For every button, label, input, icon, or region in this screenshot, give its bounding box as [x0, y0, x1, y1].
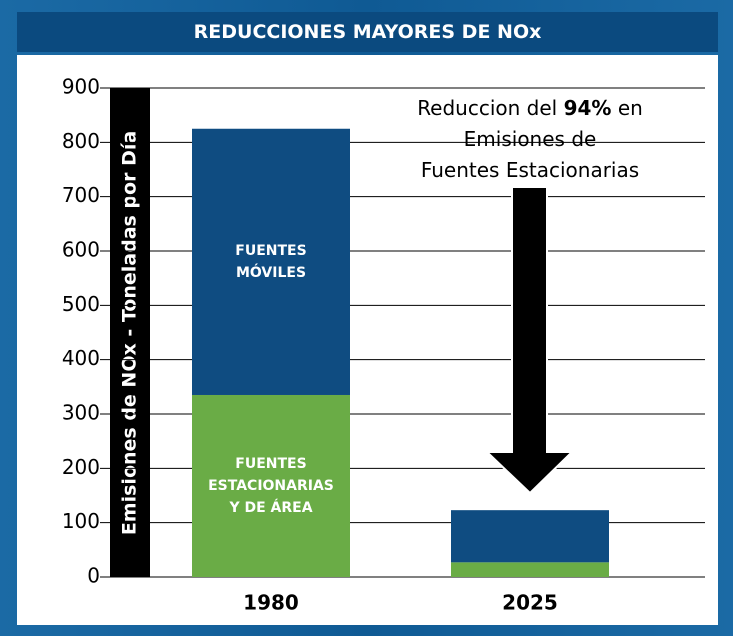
bar-segment — [451, 562, 609, 577]
y-tick-label: 0 — [87, 564, 100, 588]
chart-title: REDUCCIONES MAYORES DE NOx — [17, 12, 718, 52]
y-tick-label: 700 — [62, 183, 100, 207]
y-tick-label: 400 — [62, 346, 100, 370]
y-axis-label: Emisiones de NOx - Toneladas por Día — [119, 131, 141, 535]
y-tick-label: 900 — [62, 75, 100, 99]
annotation-line: Reduccion del 94% en — [417, 96, 643, 120]
y-tick-label: 300 — [62, 401, 100, 425]
y-tick-label: 100 — [62, 509, 100, 533]
bar-segment — [192, 394, 350, 577]
annotation-text: Emisiones de — [464, 127, 597, 151]
y-tick-label: 200 — [62, 455, 100, 479]
y-tick-label: 800 — [62, 129, 100, 153]
bar-segment — [451, 510, 609, 563]
annotation-line: Emisiones de — [464, 127, 597, 151]
arrow — [484, 186, 575, 495]
y-axis-bar — [110, 88, 150, 577]
bar-segment — [192, 128, 350, 395]
x-tick-label: 2025 — [502, 591, 558, 615]
segment-label: FUENTES ESTACIONARIAS Y DE ÁREA — [208, 455, 334, 516]
y-tick-label: 600 — [62, 238, 100, 262]
annotation-text: en — [611, 96, 642, 120]
annotation-line: Fuentes Estacionarias — [421, 158, 639, 182]
segment-label: FUENTES MÓVILES — [235, 242, 307, 281]
y-tick-label: 500 — [62, 292, 100, 316]
x-tick-label: 1980 — [243, 591, 299, 615]
annotation-text: 94% — [564, 96, 612, 120]
annotation-text: Fuentes Estacionarias — [421, 158, 639, 182]
annotation-text: Reduccion del — [417, 96, 563, 120]
